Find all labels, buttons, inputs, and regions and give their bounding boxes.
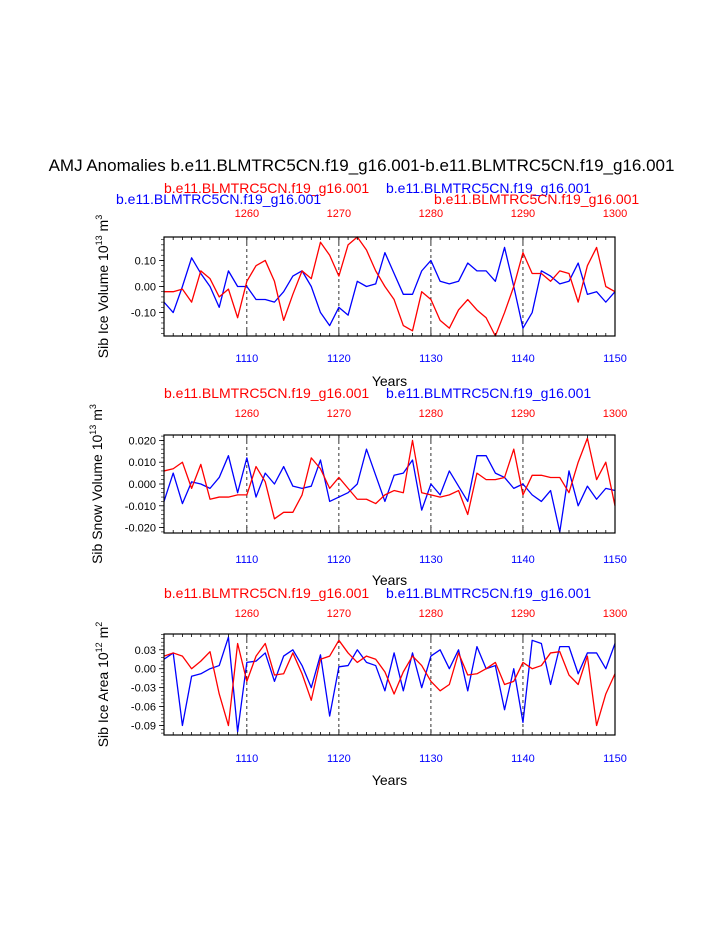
x-top-tick-label: 1260 <box>235 408 259 420</box>
x-tick-label: 1120 <box>327 753 351 765</box>
y-tick-label: -0.010 <box>125 501 156 513</box>
series-line-red <box>164 236 616 337</box>
x-tick-label: 1110 <box>235 753 258 765</box>
x-axis-label: Years <box>372 572 407 588</box>
series-line-blue <box>163 246 616 329</box>
y-tick-label: -0.06 <box>131 702 156 714</box>
plot-frame <box>163 434 616 534</box>
y-tick-label: -0.020 <box>125 523 156 535</box>
x-tick-label: 1130 <box>419 753 443 765</box>
x-tick-label: 1150 <box>603 554 627 566</box>
panel-title: b.e11.BLMTRC5CN.f19_g16.001 <box>164 385 369 401</box>
y-tick-label: 0.000 <box>128 479 156 491</box>
series-line-red <box>163 639 616 727</box>
chart-panel-1: 1110 1120 1130 1140 1150 1260 1270 1280 1290 1300… <box>94 180 639 389</box>
series-line-blue <box>163 448 616 533</box>
y-tick-label: 0.010 <box>128 457 156 469</box>
series-line-blue <box>163 636 616 733</box>
x-top-tick-label: 1280 <box>419 408 443 420</box>
figure-main-title: AMJ Anomalies b.e11.BLMTRC5CN.f19_g16.00… <box>49 156 675 175</box>
y-tick-label: -0.09 <box>131 721 156 733</box>
x-tick-label: 1120 <box>327 554 351 566</box>
panel-title: b.e11.BLMTRC5CN.f19_g16.001 <box>386 385 591 401</box>
chart-panels: 1110 1120 1130 1140 1150 1260 1270 1280 1290 1300… <box>88 180 639 788</box>
x-top-tick-label: 1290 <box>511 208 535 220</box>
chart-panel-2: 1110 1120 1130 1140 1150 1260 1270 1280 1290 1300… <box>88 385 627 588</box>
y-axis-label: Sib Ice Volume 1013 m3 <box>94 215 111 358</box>
panel-title: b.e11.BLMTRC5CN.f19_g16.001 <box>434 191 639 207</box>
panel-title: b.e11.BLMTRC5CN.f19_g16.001 <box>116 191 321 207</box>
y-tick-label: -0.10 <box>131 308 156 320</box>
y-tick-label: 0.00 <box>135 282 156 294</box>
x-axis-label: Years <box>372 373 407 389</box>
x-axis-label: Years <box>372 772 407 788</box>
x-top-tick-label: 1290 <box>511 408 535 420</box>
x-tick-label: 1140 <box>511 554 535 566</box>
panel-title: b.e11.BLMTRC5CN.f19_g16.001 <box>164 180 369 196</box>
plot-frame <box>163 633 616 736</box>
x-top-tick-label: 1300 <box>603 208 627 220</box>
x-tick-label: 1130 <box>419 554 443 566</box>
y-tick-label: 0.10 <box>135 255 156 267</box>
y-axis-label: Sib Ice Area 1012 m2 <box>94 622 111 748</box>
x-top-tick-label: 1290 <box>511 608 535 620</box>
y-axis-label: Sib Snow Volume 1013 m3 <box>88 404 105 564</box>
chart-panel-3: 1110 1120 1130 1140 1150 1260 1270 1280 1290 1300… <box>94 585 627 788</box>
y-tick-label: 0.020 <box>128 435 156 447</box>
panel-title: b.e11.BLMTRC5CN.f19_g16.001 <box>164 585 369 601</box>
x-tick-label: 1120 <box>327 353 351 365</box>
y-tick-label: 0.00 <box>135 664 156 676</box>
x-top-tick-label: 1270 <box>327 608 351 620</box>
y-tick-label: 0.03 <box>135 645 156 657</box>
x-tick-label: 1150 <box>603 353 627 365</box>
x-tick-label: 1140 <box>511 353 535 365</box>
x-top-tick-label: 1270 <box>327 208 351 220</box>
x-top-tick-label: 1300 <box>603 608 627 620</box>
x-top-tick-label: 1280 <box>419 608 443 620</box>
series-line-red <box>163 437 616 520</box>
x-top-tick-label: 1260 <box>235 608 259 620</box>
x-tick-label: 1110 <box>235 554 258 566</box>
x-top-tick-label: 1260 <box>235 208 259 220</box>
x-top-tick-label: 1270 <box>327 408 351 420</box>
x-top-tick-label: 1280 <box>419 208 443 220</box>
x-tick-label: 1130 <box>419 353 443 365</box>
x-tick-label: 1140 <box>511 753 535 765</box>
y-tick-label: -0.03 <box>131 683 156 695</box>
x-tick-label: 1110 <box>235 353 258 365</box>
panel-title: b.e11.BLMTRC5CN.f19_g16.001 <box>386 180 591 196</box>
x-top-tick-label: 1300 <box>603 408 627 420</box>
panel-title: b.e11.BLMTRC5CN.f19_g16.001 <box>386 585 591 601</box>
plot-frame <box>163 236 616 337</box>
x-tick-label: 1150 <box>603 753 627 765</box>
